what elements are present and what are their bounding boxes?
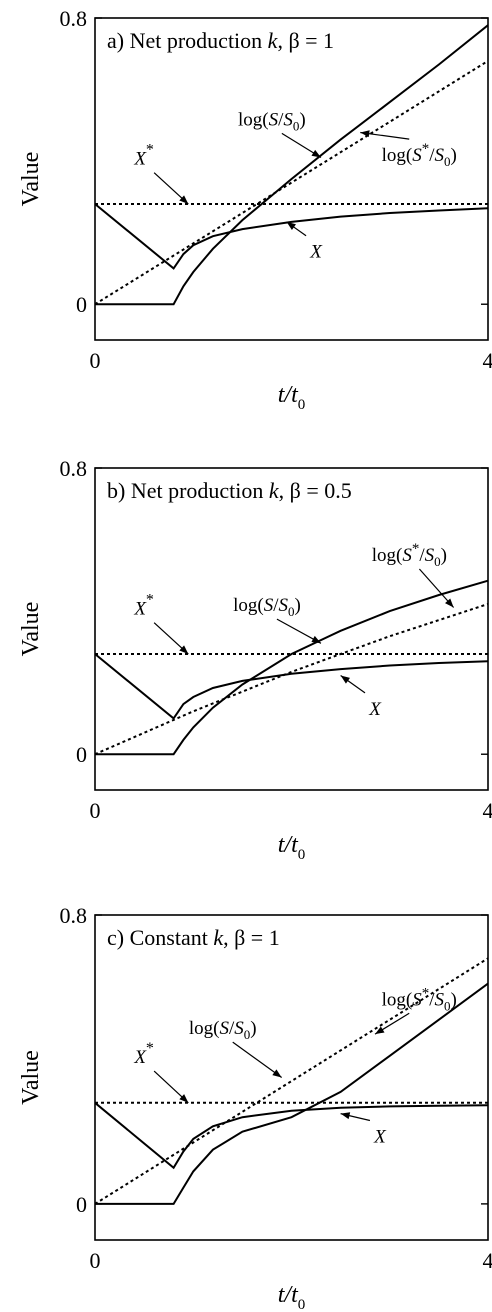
x-tick-label: 0 [90,1248,101,1273]
arrowhead [179,1094,189,1103]
arrowhead [179,195,189,205]
series-line-0 [95,982,489,1205]
y-tick-label: 0 [76,292,87,317]
y-axis-label: Value [18,602,44,657]
x-axis-label: t/t0 [278,832,306,863]
series-line-3 [94,1102,489,1170]
y-tick-label: 0.8 [60,456,88,481]
arrowhead [360,130,370,138]
series-line-1 [94,60,489,306]
y-tick-label: 0 [76,742,87,767]
annotation-label: log(S*/S0) [372,541,447,569]
annotation-label: X [373,1127,387,1148]
annotation-label: log(S/S0) [189,1018,257,1042]
y-tick-label: 0.8 [60,903,88,928]
series-line-3 [94,203,489,270]
series-line-1 [94,957,489,1205]
arrowhead [445,598,454,608]
chart-panel-a: 0 0.8 0 4 Value t/t0 a) Net production k, β = … [18,6,492,413]
x-tick-label: 4 [483,1248,492,1273]
series-line-0 [95,24,489,306]
arrowhead [286,221,296,230]
y-tick-label: 0.8 [60,6,88,31]
annotation-label: log(S*/S0) [382,985,457,1013]
arrowhead [340,675,350,684]
arrowhead [311,149,321,158]
panel-title: c) Constant k, β = 1 [107,925,280,950]
annotation-label: X [368,699,382,720]
chart-panel-b: 0 0.8 0 4 Value t/t0 b) Net production k, β = … [18,456,492,863]
annotation-label: log(S/S0) [233,595,301,619]
annotation-arrow [232,1041,283,1078]
x-tick-label: 0 [90,798,101,823]
annotation-label: X* [133,1040,154,1068]
x-axis-label: t/t0 [278,1282,306,1312]
chart-panel-c: 0 0.8 0 4 Value t/t0 c) Constant k, β = 1 log(S… [18,903,492,1312]
y-axis-label: Value [18,152,44,207]
x-axis-label: t/t0 [278,382,306,413]
annotation-label: X* [133,592,154,620]
plot-frame [94,17,489,341]
arrowhead [375,1026,385,1035]
plot-frame [94,914,489,1241]
panel-title: b) Net production k, β = 0.5 [107,478,352,503]
y-axis-label: Value [18,1050,44,1105]
annotation-label: X [309,242,323,263]
plot-frame [94,467,489,791]
y-tick-label: 0 [76,1192,87,1217]
x-tick-label: 4 [483,798,492,823]
x-tick-label: 0 [90,348,101,373]
arrowhead [340,1112,351,1120]
annotation-label: X* [133,142,154,170]
arrowhead [179,645,189,655]
series-line-3 [94,653,489,720]
arrowhead [272,1069,282,1078]
panel-title: a) Net production k, β = 1 [107,28,334,53]
annotation-label: log(S/S0) [238,109,306,133]
annotation-label: log(S*/S0) [382,141,457,169]
series-line-0 [95,579,489,756]
x-tick-label: 4 [483,348,492,373]
arrowhead [311,635,321,644]
